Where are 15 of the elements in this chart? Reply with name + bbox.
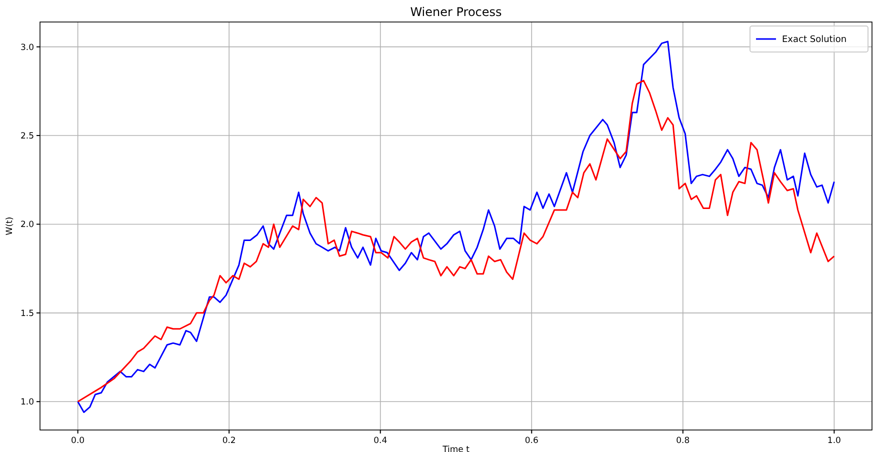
x-tick-label: 0.2: [222, 436, 236, 446]
y-tick-label: 2.5: [20, 132, 34, 142]
y-tick-label: 2.0: [20, 220, 34, 230]
x-tick-label: 0.8: [676, 436, 690, 446]
legend-label: Exact Solution: [782, 35, 847, 45]
y-axis-title: W(t): [5, 216, 15, 236]
y-tick-label: 1.5: [20, 308, 34, 319]
x-tick-label: 0.6: [524, 436, 538, 446]
x-tick-label: 0.0: [71, 436, 85, 446]
x-tick-label: 1.0: [827, 436, 841, 446]
chart-title: Wiener Process: [410, 5, 502, 19]
y-tick-label: 3.0: [20, 42, 34, 53]
y-tick-label: 1.0: [20, 398, 34, 408]
x-tick-label: 0.4: [374, 436, 388, 446]
x-axis-title: Time t: [442, 445, 470, 452]
